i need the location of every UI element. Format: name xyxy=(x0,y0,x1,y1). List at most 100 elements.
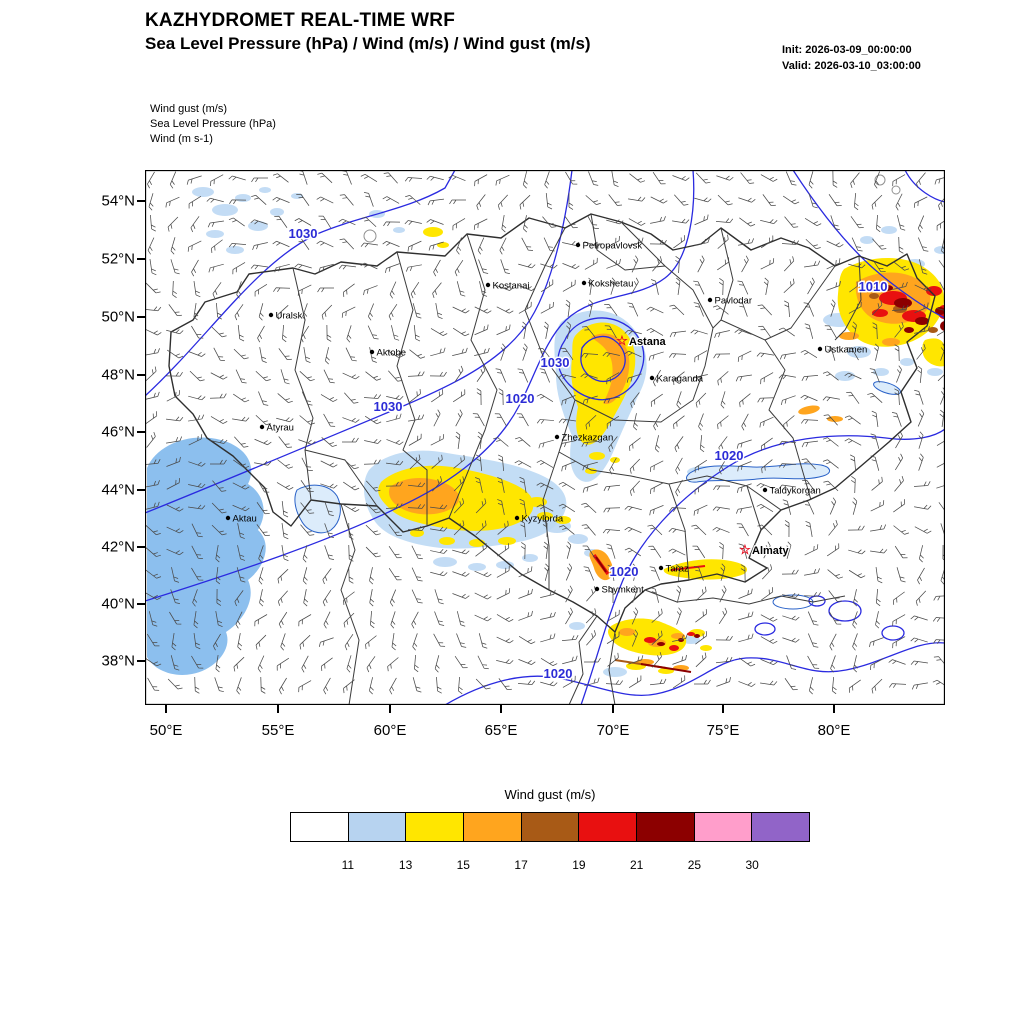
wind-barb xyxy=(720,391,726,409)
wind-barb xyxy=(606,258,621,269)
wind-barb xyxy=(652,652,662,668)
wind-barb xyxy=(298,614,312,627)
wind-barb xyxy=(693,566,704,581)
lat-tick-label: 48°N xyxy=(101,366,135,384)
wind-barb xyxy=(691,524,707,536)
wind-barb xyxy=(144,480,160,488)
wind-barb xyxy=(558,481,576,490)
wind-barb xyxy=(672,654,687,665)
wind-barb xyxy=(496,659,514,665)
wind-barb xyxy=(210,372,228,380)
city-label: Karaganda xyxy=(657,374,704,385)
wind-barb xyxy=(320,460,338,468)
wind-barb xyxy=(739,657,756,667)
lon-tick-mark xyxy=(500,705,502,713)
wind-barb xyxy=(251,194,267,205)
wind-barb xyxy=(412,633,418,651)
wind-barb xyxy=(434,611,445,626)
wind-barb xyxy=(318,637,334,647)
wind-barb xyxy=(300,325,310,343)
wind-barb xyxy=(784,520,790,538)
wind-barb xyxy=(896,567,906,583)
wind-barb xyxy=(741,255,749,273)
wind-barb xyxy=(871,410,879,427)
wind-barb xyxy=(832,170,838,188)
wind-barb xyxy=(894,545,908,559)
lat-tick-mark xyxy=(137,431,145,433)
pressure-label: 1020 xyxy=(610,564,639,579)
wind-barb xyxy=(407,240,422,252)
wind-barb xyxy=(473,218,488,230)
wind-barb xyxy=(628,675,642,689)
wind-barb xyxy=(668,353,687,358)
wind-barb xyxy=(188,395,206,401)
wind-barb xyxy=(650,460,664,472)
wind-barb xyxy=(165,196,180,208)
colorbar-cell xyxy=(694,813,753,841)
wind-barb xyxy=(449,199,467,205)
wind-barb xyxy=(257,325,265,343)
wind-barb xyxy=(694,459,708,473)
wind-barb xyxy=(338,264,356,270)
wind-barb xyxy=(602,528,621,534)
wind-barb xyxy=(430,571,448,577)
wind-barb xyxy=(738,633,754,643)
wind-barb xyxy=(206,197,224,203)
city-label: Shymkent xyxy=(602,585,645,596)
wind-barb xyxy=(277,459,294,469)
wind-barb xyxy=(624,505,642,511)
city-label: Atyrau xyxy=(267,423,294,434)
wind-barb xyxy=(544,563,550,581)
wind-barb xyxy=(932,679,950,689)
wind-barb xyxy=(496,614,514,622)
wind-barb xyxy=(208,263,224,273)
wind-barb xyxy=(257,479,270,493)
wind-barb xyxy=(782,195,800,205)
wind-barb xyxy=(892,636,906,649)
wind-barb xyxy=(756,483,774,489)
wind-barb xyxy=(672,218,690,224)
wind-barb xyxy=(760,658,778,666)
wind-barb xyxy=(215,567,221,585)
wind-barb xyxy=(606,372,620,385)
wind-barb xyxy=(580,353,599,358)
wind-barb xyxy=(520,520,526,538)
wind-barb xyxy=(695,609,707,623)
wind-barb xyxy=(870,548,888,554)
wind-barb xyxy=(479,281,488,297)
wind-barb xyxy=(150,214,156,232)
wind-barb xyxy=(844,372,862,380)
wind-barb xyxy=(143,459,161,465)
wind-barb xyxy=(675,277,681,295)
wind-barb xyxy=(259,589,265,607)
wind-barb xyxy=(452,347,468,356)
wind-barb xyxy=(474,306,492,314)
wind-barb xyxy=(675,479,683,497)
wind-barb xyxy=(631,277,639,295)
lat-tick-mark xyxy=(137,316,145,318)
wind-barb xyxy=(258,545,264,563)
wind-barb xyxy=(584,677,600,687)
wind-barb xyxy=(215,545,221,563)
wind-barb xyxy=(348,544,354,562)
wind-barb xyxy=(370,610,375,629)
wind-barb xyxy=(914,326,930,334)
region-borders-layer xyxy=(168,213,936,706)
wind-barb xyxy=(917,237,929,252)
wind-barb xyxy=(914,504,932,510)
wind-barb xyxy=(695,586,707,602)
wind-barb xyxy=(365,371,382,381)
wind-barb xyxy=(852,497,858,515)
wind-barb xyxy=(171,633,177,651)
wind-barb xyxy=(477,431,483,449)
wind-barb xyxy=(650,216,666,224)
wind-barb xyxy=(668,528,686,533)
wind-barb xyxy=(500,343,506,361)
wind-barb xyxy=(844,438,862,446)
wind-barb xyxy=(341,306,356,318)
wind-barb xyxy=(561,461,576,472)
wind-barb xyxy=(888,659,906,665)
wind-barb xyxy=(432,282,442,299)
wind-barb xyxy=(628,196,646,202)
capital-star-icon: ☆ xyxy=(616,333,628,348)
